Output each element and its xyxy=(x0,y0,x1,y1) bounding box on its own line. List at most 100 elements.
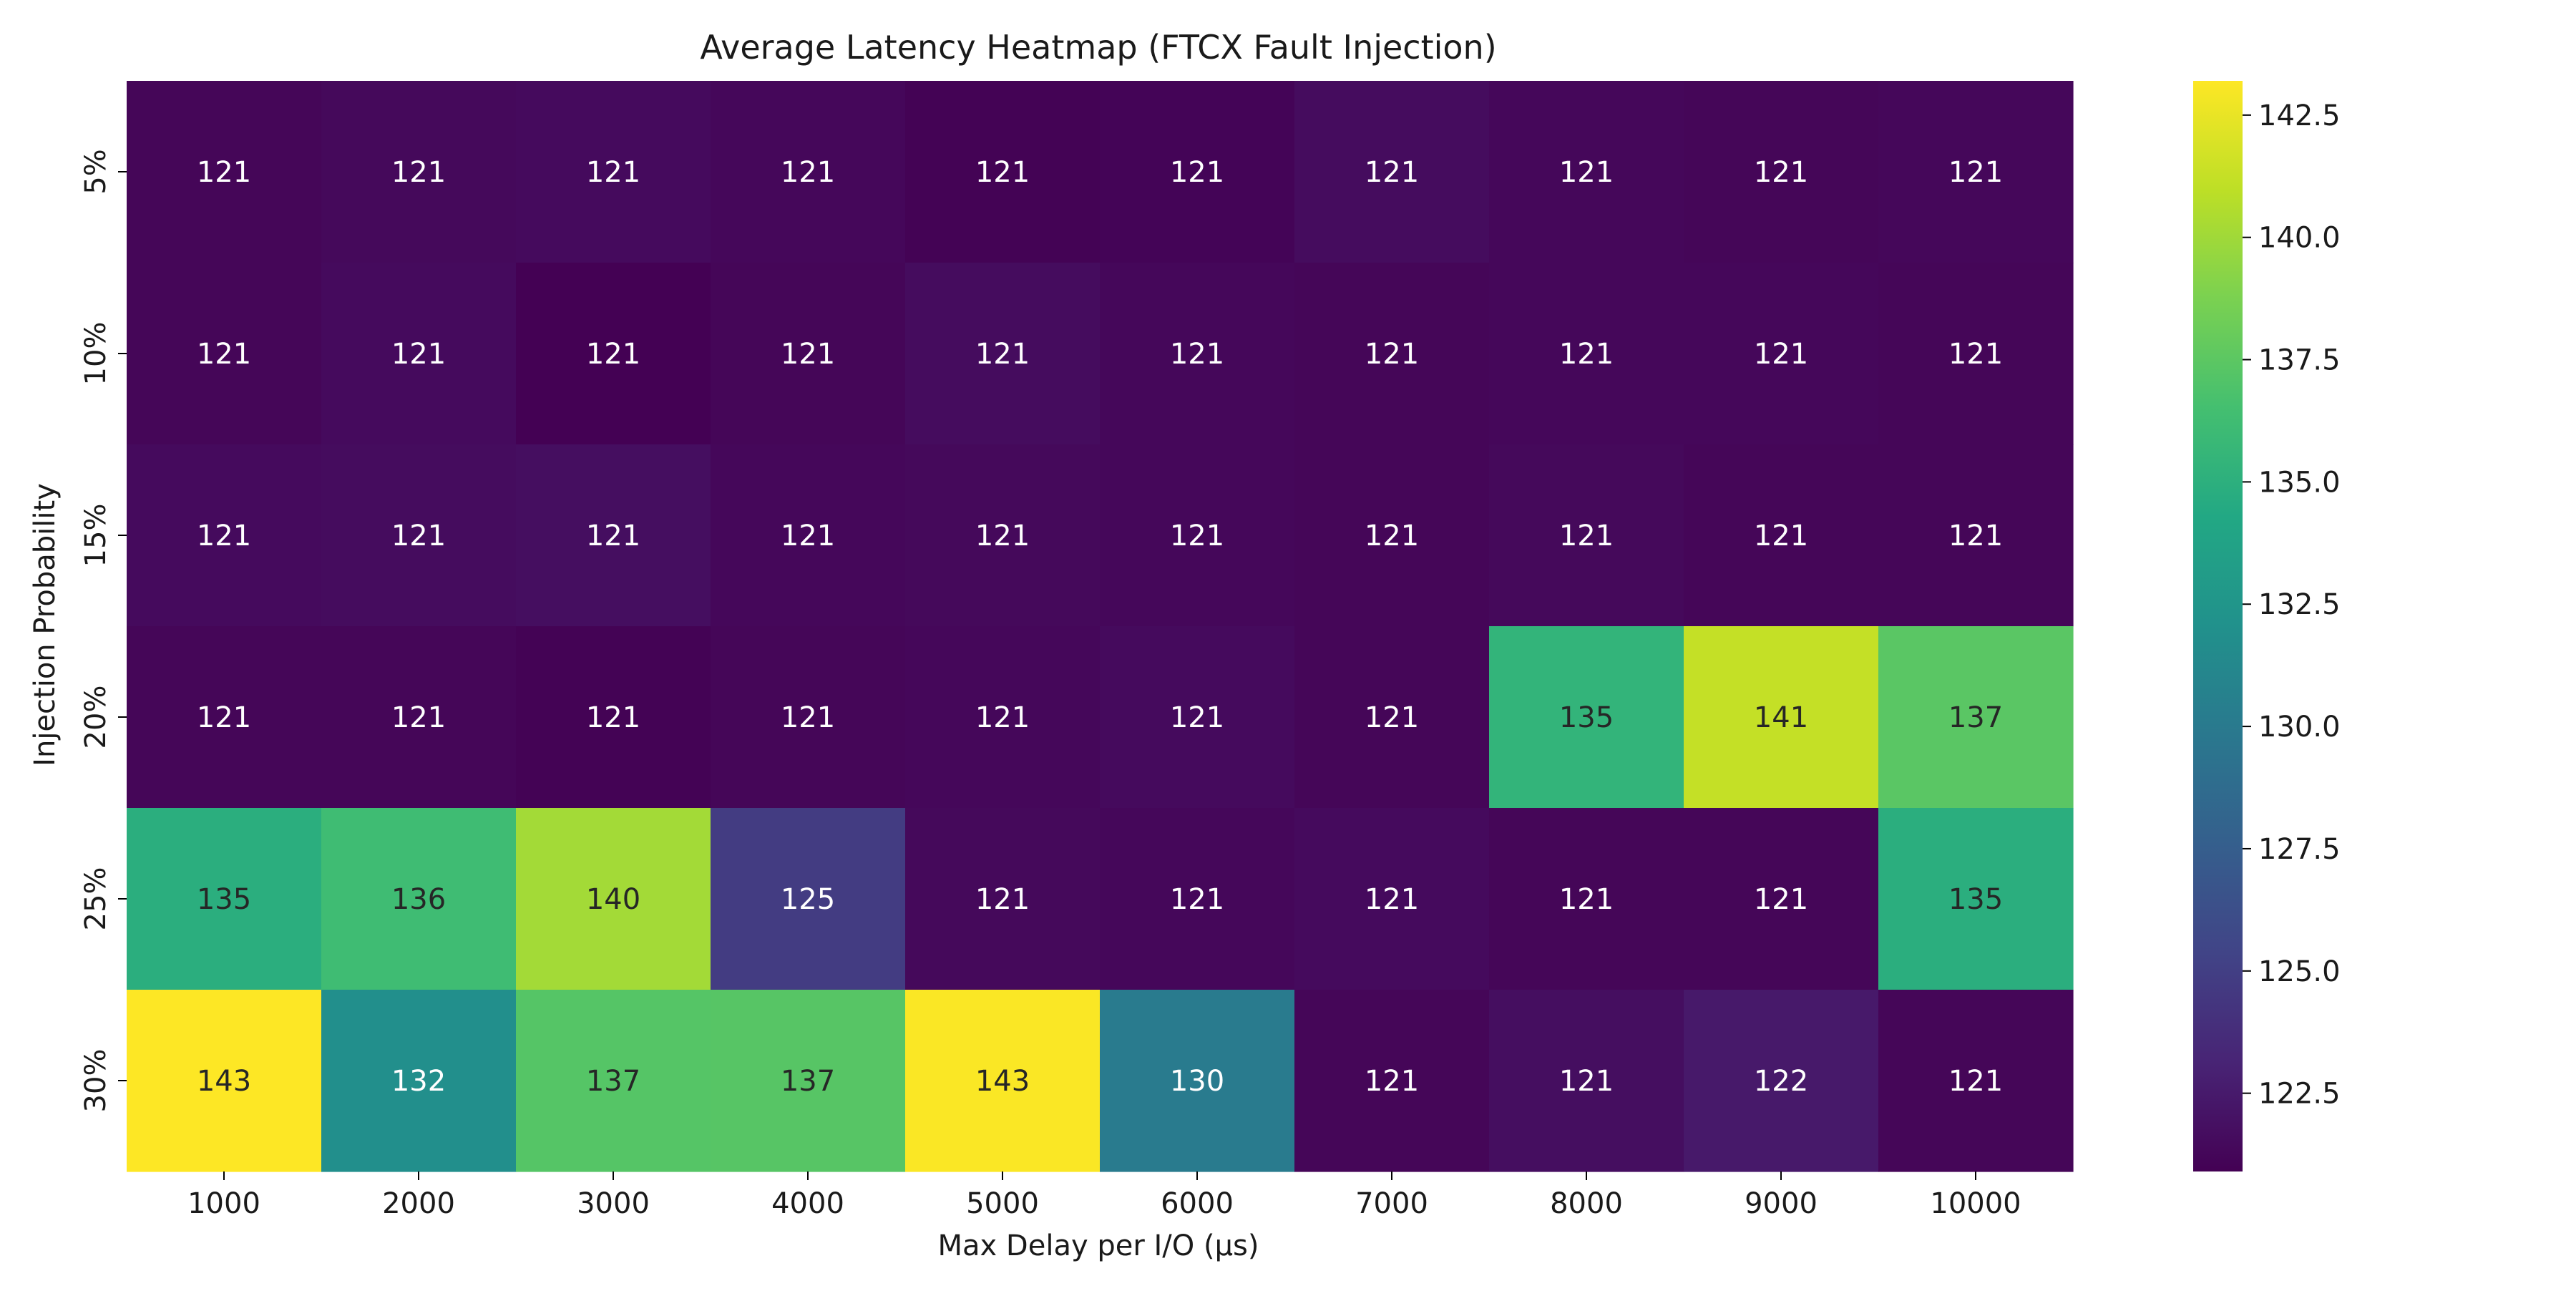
heatmap-cell xyxy=(711,990,906,1172)
heatmap-cell xyxy=(905,81,1101,263)
cell-value-label: 141 xyxy=(1754,701,1808,734)
heatmap-cell xyxy=(1100,808,1295,990)
heatmap-cell xyxy=(516,626,711,809)
cell-value-label: 121 xyxy=(1948,156,2003,189)
cell-value-label: 132 xyxy=(391,1065,446,1098)
chart-title: Average Latency Heatmap (FTCX Fault Inje… xyxy=(700,28,1496,67)
cell-value-label: 121 xyxy=(1365,701,1419,734)
colorbar-gradient xyxy=(2193,81,2243,1171)
y-tick-label: 25% xyxy=(79,867,112,931)
heatmap-cell xyxy=(905,263,1101,445)
heatmap-cell xyxy=(1294,990,1490,1172)
cell-value-label: 121 xyxy=(1559,520,1614,552)
heatmap-cell xyxy=(1684,263,1879,445)
heatmap-cell xyxy=(127,990,322,1172)
heatmap-cell xyxy=(1489,626,1684,809)
heatmap-cell xyxy=(1294,444,1490,627)
heatmap-cell xyxy=(1684,444,1879,627)
heatmap-cell xyxy=(321,81,517,263)
cell-value-label: 121 xyxy=(1365,520,1419,552)
cell-value-label: 130 xyxy=(1170,1065,1224,1098)
y-tick-label: 15% xyxy=(79,504,112,567)
heatmap-cell xyxy=(127,81,322,263)
heatmap-cell xyxy=(1878,263,2074,445)
heatmap-cell xyxy=(905,444,1101,627)
cell-value-label: 121 xyxy=(1365,883,1419,916)
cell-value-label: 143 xyxy=(197,1065,251,1098)
heatmap-cell xyxy=(1684,626,1879,809)
heatmap-cell xyxy=(127,808,322,990)
cell-value-label: 140 xyxy=(586,883,640,916)
x-tick-label: 7000 xyxy=(1355,1187,1428,1220)
heatmap-cell xyxy=(711,263,906,445)
cell-value-label: 121 xyxy=(1754,883,1808,916)
x-tick-label: 9000 xyxy=(1745,1187,1818,1220)
cell-value-label: 121 xyxy=(197,701,251,734)
heatmap-cell xyxy=(1294,626,1490,809)
heatmap-cell xyxy=(321,626,517,809)
cell-value-label: 121 xyxy=(1559,156,1614,189)
heatmap-cell xyxy=(711,808,906,990)
cell-value-label: 121 xyxy=(975,883,1030,916)
cell-value-label: 121 xyxy=(1170,883,1224,916)
colorbar-tick-label: 127.5 xyxy=(2258,833,2341,866)
heatmap-cell xyxy=(516,263,711,445)
cell-value-label: 136 xyxy=(391,883,446,916)
heatmap-cell xyxy=(127,263,322,445)
heatmap-cell xyxy=(1100,81,1295,263)
heatmap-cell xyxy=(1489,990,1684,1172)
cell-value-label: 121 xyxy=(197,520,251,552)
cell-value-label: 121 xyxy=(391,701,446,734)
colorbar-tick-label: 137.5 xyxy=(2258,344,2341,377)
heatmap-cell xyxy=(905,808,1101,990)
cell-value-label: 121 xyxy=(391,156,446,189)
heatmap-cell xyxy=(1489,808,1684,990)
cell-value-label: 121 xyxy=(781,520,835,552)
cell-value-label: 121 xyxy=(391,520,446,552)
colorbar-tick-label: 125.0 xyxy=(2258,955,2341,988)
cell-value-label: 121 xyxy=(1754,338,1808,371)
heatmap-cell xyxy=(1878,444,2074,627)
x-tick-label: 3000 xyxy=(577,1187,650,1220)
cell-value-label: 121 xyxy=(586,156,640,189)
cell-value-label: 121 xyxy=(1948,520,2003,552)
heatmap-cell xyxy=(905,626,1101,809)
heatmap-cell xyxy=(321,263,517,445)
cell-value-label: 121 xyxy=(197,156,251,189)
heatmap-cell xyxy=(1878,808,2074,990)
heatmap-cell xyxy=(1294,81,1490,263)
cell-value-label: 121 xyxy=(1754,520,1808,552)
heatmap-cells xyxy=(127,81,2074,1172)
heatmap-cell xyxy=(1684,808,1879,990)
cell-value-label: 137 xyxy=(586,1065,640,1098)
cell-value-label: 121 xyxy=(1948,1065,2003,1098)
cell-value-label: 125 xyxy=(781,883,835,916)
cell-value-label: 137 xyxy=(781,1065,835,1098)
cell-value-label: 122 xyxy=(1754,1065,1808,1098)
heatmap-cell xyxy=(127,626,322,809)
colorbar-tick-label: 122.5 xyxy=(2258,1078,2341,1111)
heatmap-cell xyxy=(1489,444,1684,627)
heatmap-cell xyxy=(711,626,906,809)
heatmap-cell xyxy=(1489,81,1684,263)
cell-value-label: 137 xyxy=(1948,701,2003,734)
heatmap-cell xyxy=(1489,263,1684,445)
heatmap-cell xyxy=(321,990,517,1172)
y-axis: 5% 10% 15% 20% 25% 30% xyxy=(79,149,127,1112)
heatmap-cell xyxy=(516,990,711,1172)
cell-value-label: 121 xyxy=(1365,338,1419,371)
x-tick-label: 1000 xyxy=(187,1187,260,1220)
cell-value-label: 135 xyxy=(1948,883,2003,916)
cell-value-label: 121 xyxy=(1559,883,1614,916)
cell-value-label: 121 xyxy=(197,338,251,371)
cell-value-label: 121 xyxy=(975,156,1030,189)
y-tick-label: 5% xyxy=(79,149,112,194)
cell-value-label: 121 xyxy=(391,338,446,371)
cell-value-label: 121 xyxy=(1170,701,1224,734)
heatmap-cell xyxy=(1684,990,1879,1172)
colorbar: 122.5 125.0 127.5 130.0 132.5 135.0 137.5 140.0… xyxy=(2193,81,2341,1171)
x-tick-label: 8000 xyxy=(1550,1187,1623,1220)
cell-value-label: 121 xyxy=(586,338,640,371)
colorbar-tick-label: 142.5 xyxy=(2258,99,2341,132)
